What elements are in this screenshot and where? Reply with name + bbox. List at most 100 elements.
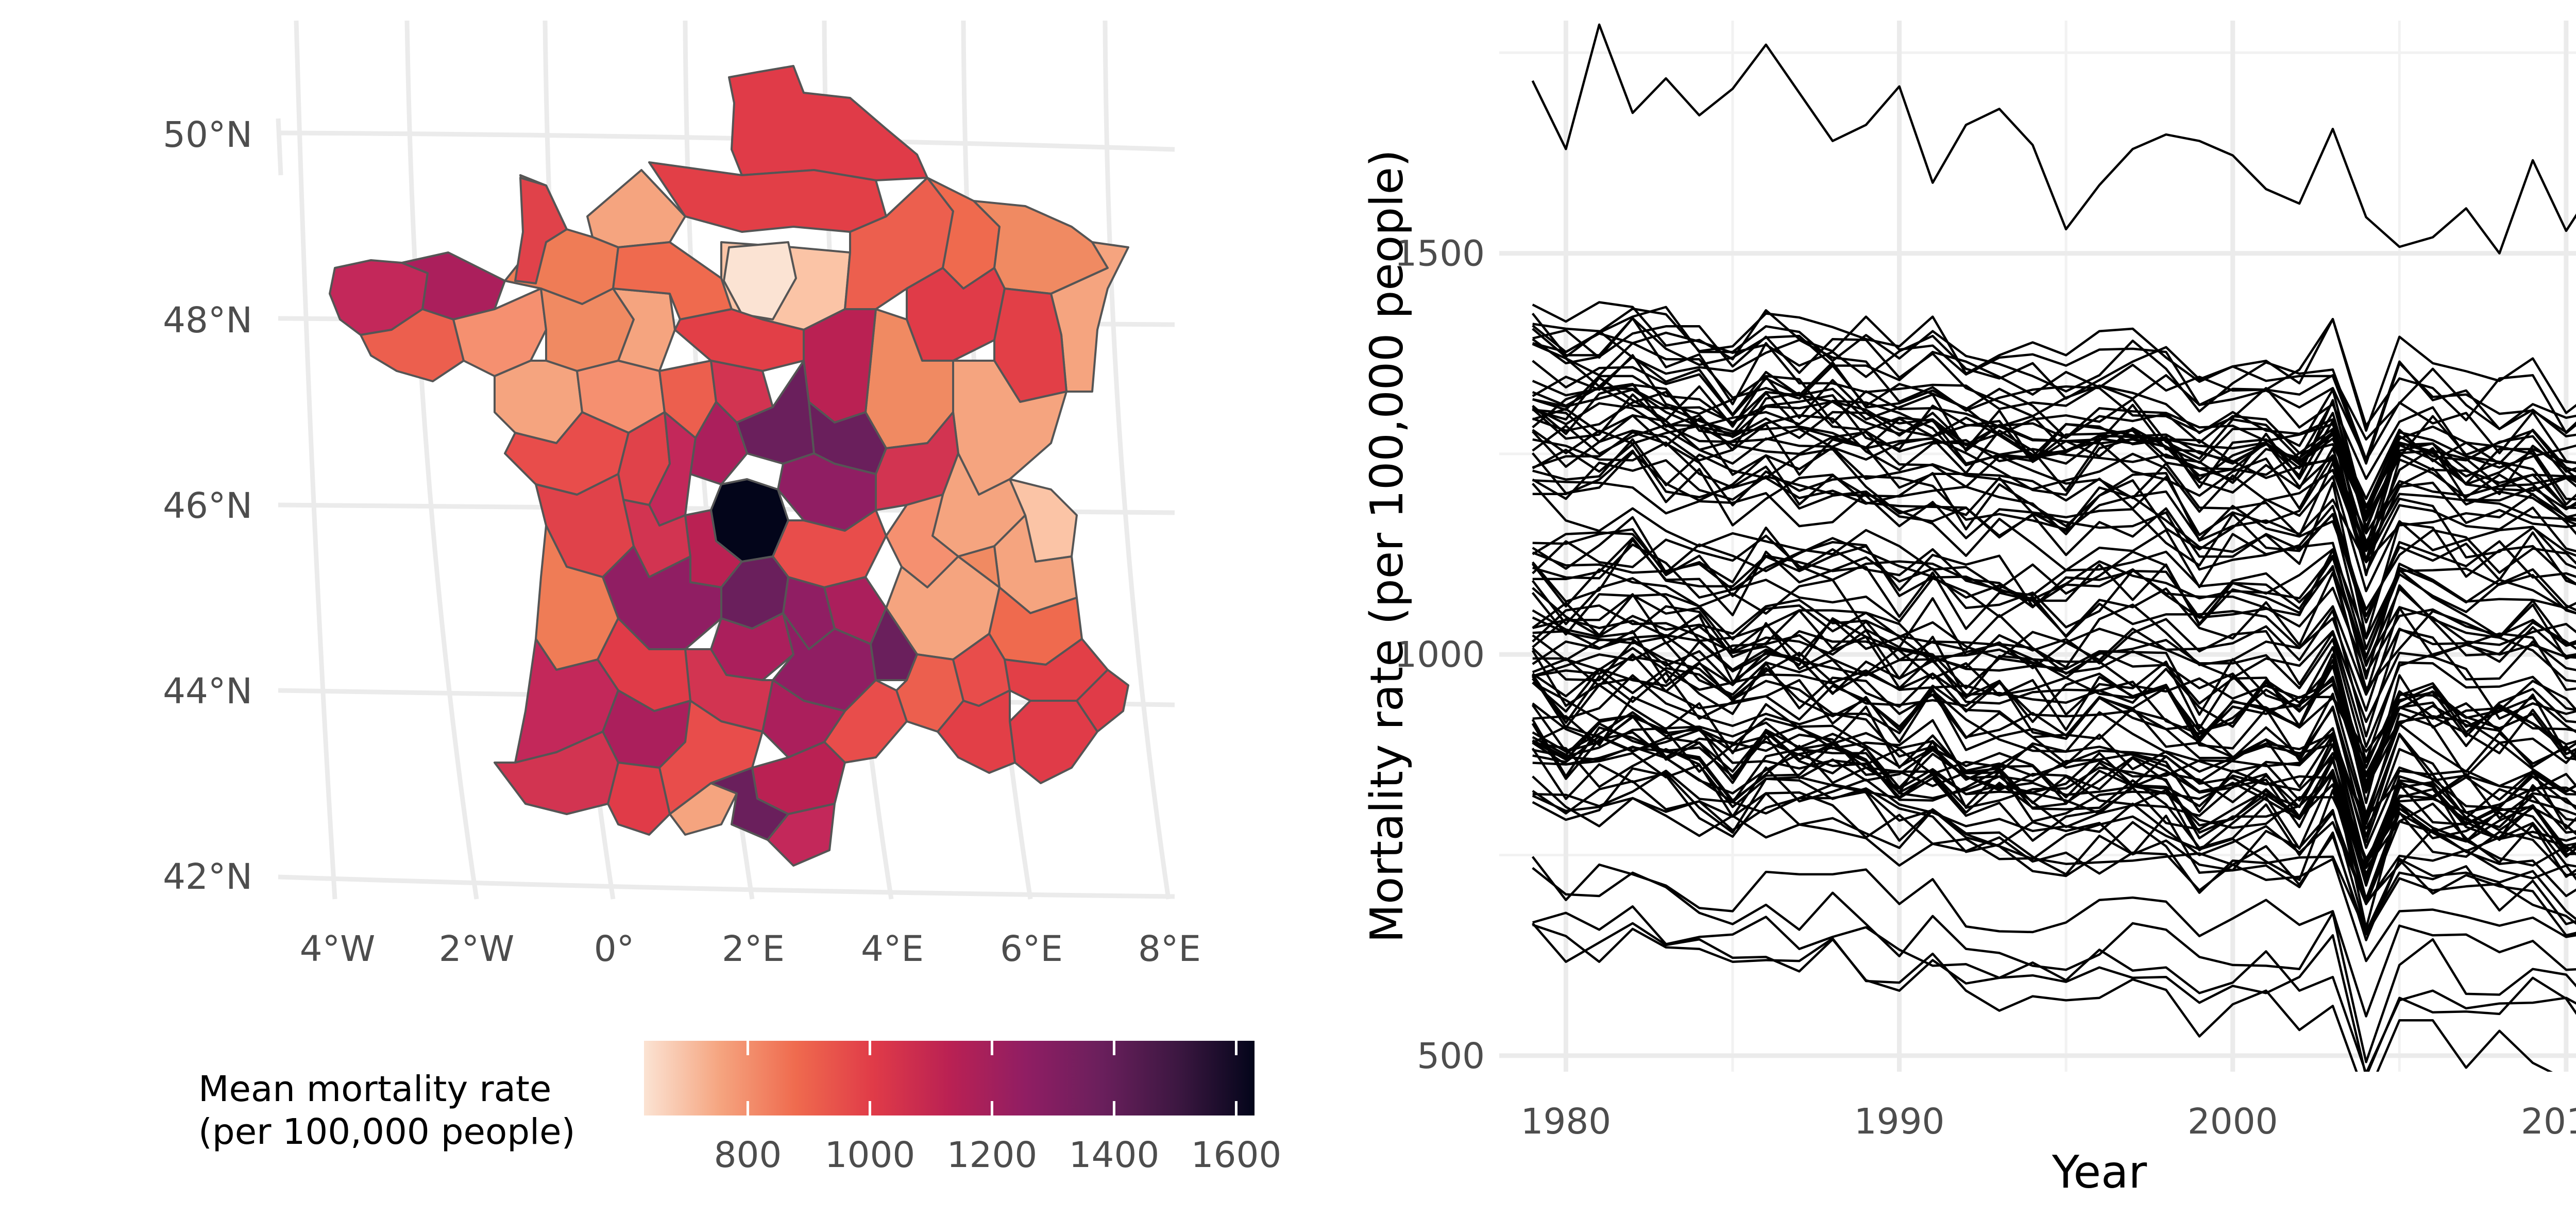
line-series-40 [1532, 640, 2576, 764]
dept-ariege [669, 782, 738, 836]
line-series-4 [1531, 856, 2576, 1018]
line-series-17 [1532, 393, 2576, 562]
lat-label-46: 46°N [163, 485, 252, 527]
graticule-left-edge [276, 118, 283, 176]
lon-label-2e: 2°E [722, 928, 785, 970]
line-x-ticks: 1980 1990 2000 2010 [1521, 1101, 2576, 1142]
france-departments [329, 65, 1129, 867]
line-series-5 [1532, 867, 2576, 1063]
line-series-61 [1532, 696, 2576, 901]
dept-manche [514, 177, 568, 284]
line-series-35 [1531, 748, 2576, 933]
line-series-8 [1532, 681, 2576, 886]
lat-label-50: 50°N [163, 114, 252, 156]
map-lat-labels: 42°N 44°N 46°N 48°N 50°N [163, 114, 252, 898]
line-series-78 [1532, 479, 2576, 658]
line-series-49 [1532, 386, 2576, 518]
line-series-66 [1532, 443, 2576, 650]
x-axis-title: Year [2052, 1146, 2147, 1198]
line-series-96 [1532, 526, 2576, 667]
dept-nord-pas-de-calais [728, 65, 928, 181]
legend-tick-label: 800 [714, 1135, 782, 1176]
line-series-9 [1531, 674, 2576, 849]
y-axis-title: Mortality rate (per 100,000 people) [1361, 149, 1413, 943]
line-series-85 [1532, 587, 2576, 696]
line-series-1 [1531, 23, 2576, 255]
line-series-83 [1532, 725, 2576, 878]
line-series-39 [1532, 408, 2576, 509]
dept-haute-marne [906, 267, 1006, 362]
map-lon-labels: 4°W 2°W 0° 2°E 4°E 6°E 8°E [300, 928, 1201, 970]
line-series-69 [1532, 528, 2576, 659]
lon-label-2w: 2°W [439, 928, 515, 970]
line-series-81 [1531, 671, 2576, 816]
map-panel: 42°N 44°N 46°N 48°N 50°N 4°W 2°W 0° 2°E … [163, 20, 1281, 1176]
lon-label-0: 0° [594, 928, 634, 970]
x-tick-label: 2010 [2521, 1101, 2576, 1142]
dept-bouches-du-rhone [937, 689, 1016, 774]
line-series-79 [1532, 424, 2576, 561]
lon-label-6e: 6°E [1000, 928, 1063, 970]
graticule-lon-4w [294, 20, 337, 900]
line-series-24 [1532, 402, 2576, 562]
line-series-57 [1532, 323, 2576, 480]
line-series-53 [1532, 360, 2576, 544]
y-tick-label: 1500 [1394, 233, 1485, 275]
dept-cher [736, 360, 815, 465]
line-series-95 [1532, 386, 2576, 552]
graticule-lat-50 [278, 130, 1175, 152]
line-gridlines [1499, 21, 2576, 1072]
line-series-group [1531, 23, 2576, 1072]
dept-var [1009, 700, 1098, 784]
line-series-41 [1532, 391, 2576, 548]
legend-tick-label: 1400 [1069, 1135, 1160, 1176]
lat-label-44: 44°N [163, 671, 252, 712]
line-series-58 [1532, 438, 2576, 593]
line-series-76 [1532, 655, 2576, 825]
graticule-lon-2w [404, 20, 479, 900]
legend-tick-label: 1200 [947, 1135, 1038, 1176]
dept-isere [957, 545, 1001, 588]
legend-ticks: 800 1000 1200 1400 1600 [714, 1041, 1281, 1176]
line-series-68 [1531, 650, 2576, 830]
line-series-90 [1532, 722, 2576, 883]
line-series-89 [1532, 714, 2576, 865]
line-series-6 [1531, 922, 2576, 1072]
line-series-45 [1532, 775, 2576, 962]
line-series-15 [1532, 537, 2576, 690]
lat-label-42: 42°N [163, 856, 252, 898]
y-tick-label: 500 [1417, 1036, 1485, 1077]
line-series-63 [1532, 325, 2576, 464]
graticule-lon-8e [1103, 20, 1171, 900]
line-series-70 [1532, 604, 2576, 789]
legend-title-line1: Mean mortality rate [198, 1069, 551, 1110]
dept-pyrenees-orientales [767, 803, 836, 867]
dept-ille-et-vilaine [452, 288, 547, 377]
y-tick-label: 1000 [1394, 634, 1485, 675]
legend-title-line2: (per 100,000 people) [198, 1111, 575, 1153]
map-legend: Mean mortality rate (per 100,000 people)… [198, 1041, 1281, 1176]
line-series-84 [1531, 312, 2576, 441]
lat-label-48: 48°N [163, 300, 252, 341]
line-series-88 [1532, 383, 2576, 515]
legend-tick-label: 1000 [825, 1135, 916, 1176]
dept-hautes-pyrenees [607, 762, 671, 836]
line-series-2 [1532, 905, 2576, 1072]
line-series-86 [1532, 388, 2576, 535]
line-series-3 [1532, 923, 2553, 1072]
line-series-65 [1532, 317, 2576, 508]
line-series-73 [1532, 614, 2576, 769]
line-series-28 [1532, 534, 2576, 646]
lon-label-4w: 4°W [300, 928, 376, 970]
line-series-93 [1532, 667, 2576, 778]
line-series-82 [1532, 767, 2576, 937]
lon-label-4e: 4°E [861, 928, 924, 970]
line-series-64 [1532, 306, 2576, 461]
line-series-94 [1532, 449, 2576, 617]
x-tick-label: 1990 [1854, 1101, 1945, 1142]
graticule-lat-42 [278, 874, 1175, 899]
line-series-74 [1532, 423, 2576, 574]
line-y-ticks: 500 1000 1500 [1394, 233, 1485, 1077]
line-series-72 [1532, 605, 2576, 748]
